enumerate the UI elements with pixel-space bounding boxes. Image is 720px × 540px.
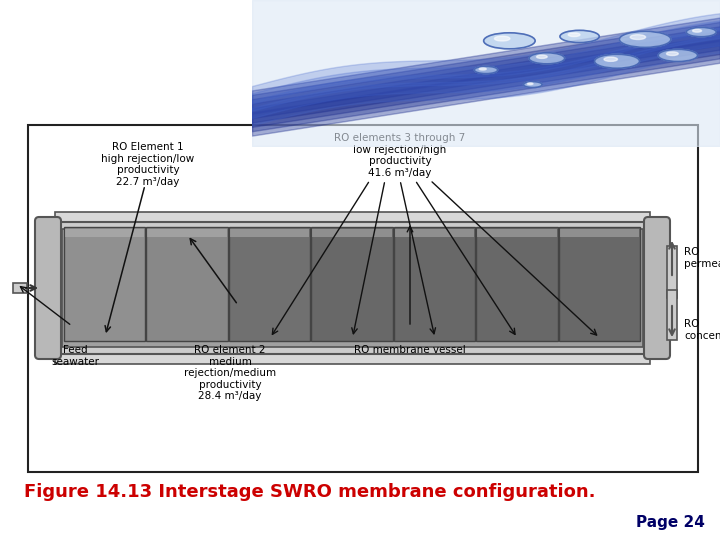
Circle shape: [523, 82, 542, 87]
Circle shape: [667, 52, 678, 56]
Circle shape: [595, 54, 639, 68]
Bar: [312, 229, 392, 237]
Bar: [667, 290, 677, 340]
Circle shape: [529, 53, 564, 64]
Bar: [65, 229, 145, 237]
Bar: [55, 222, 650, 354]
Bar: [28, 125, 698, 472]
Bar: [230, 229, 310, 237]
Bar: [148, 229, 227, 237]
Bar: [311, 227, 392, 341]
Circle shape: [619, 31, 671, 48]
Text: Feed
seawater: Feed seawater: [51, 345, 99, 367]
Circle shape: [560, 30, 599, 43]
Bar: [477, 229, 557, 237]
Text: RO Element 1
high rejection/low
productivity
22.7 m³/day: RO Element 1 high rejection/low producti…: [102, 142, 194, 187]
Circle shape: [484, 33, 535, 49]
Text: RO
permeate: RO permeate: [684, 247, 720, 269]
Circle shape: [527, 83, 533, 85]
Circle shape: [686, 28, 716, 37]
Text: Page 24: Page 24: [636, 515, 705, 530]
Circle shape: [568, 33, 580, 37]
Bar: [13, 283, 27, 293]
Circle shape: [480, 68, 486, 70]
Circle shape: [658, 49, 698, 62]
Bar: [394, 227, 475, 341]
FancyBboxPatch shape: [644, 217, 670, 359]
Text: RO element 2
medium
rejection/medium
productivity
28.4 m³/day: RO element 2 medium rejection/medium pro…: [184, 345, 276, 401]
Bar: [229, 227, 310, 341]
Bar: [559, 229, 639, 237]
Bar: [64, 227, 145, 341]
Circle shape: [630, 35, 646, 39]
Bar: [146, 227, 228, 341]
FancyBboxPatch shape: [35, 217, 61, 359]
Bar: [667, 246, 677, 298]
Bar: [559, 227, 640, 341]
Bar: [55, 212, 650, 222]
Circle shape: [604, 57, 618, 62]
Text: Figure 14.13 Interstage SWRO membrane configuration.: Figure 14.13 Interstage SWRO membrane co…: [24, 483, 595, 501]
Circle shape: [536, 55, 547, 58]
Text: RO
concentrate: RO concentrate: [684, 319, 720, 341]
Circle shape: [693, 29, 701, 32]
Bar: [476, 227, 557, 341]
Circle shape: [495, 36, 510, 41]
Bar: [62, 229, 643, 347]
Text: RO membrane vessel: RO membrane vessel: [354, 345, 466, 355]
Bar: [55, 354, 650, 364]
Text: RO elements 3 through 7
low rejection/high
productivity
41.6 m³/day: RO elements 3 through 7 low rejection/hi…: [334, 133, 466, 178]
Circle shape: [474, 66, 498, 73]
Bar: [395, 229, 474, 237]
